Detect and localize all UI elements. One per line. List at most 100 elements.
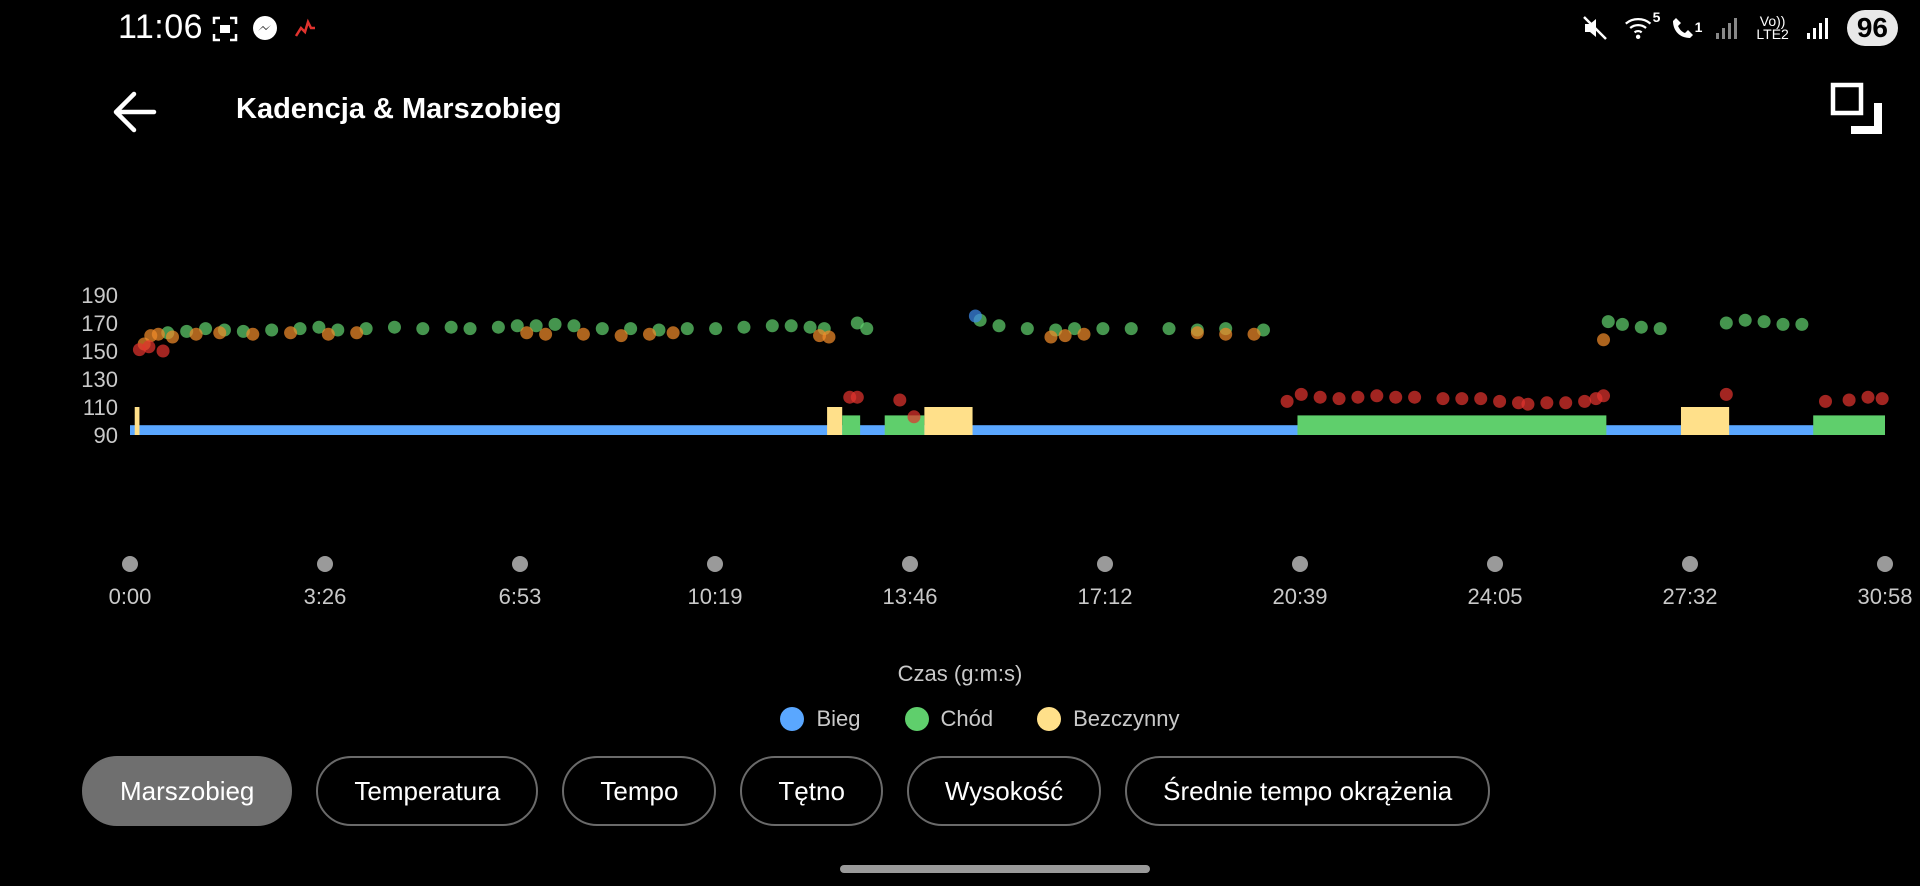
cadence-point — [1719, 387, 1733, 401]
cadence-point — [548, 317, 562, 331]
x-tick-label: 27:32 — [1662, 584, 1717, 609]
cadence-point — [643, 327, 657, 341]
cadence-point — [1493, 394, 1507, 408]
x-axis: 0:00 3:26 6:53 10:19 13:46 17:12 20:39 24:05 27:… — [109, 556, 1913, 609]
tab-wysokosc[interactable]: Wysokość — [906, 756, 1102, 826]
cadence-point — [737, 320, 751, 334]
legend-dot-bezczynny — [1037, 707, 1062, 731]
cadence-point — [968, 309, 982, 323]
tab-marszobieg[interactable]: Marszobieg — [82, 756, 293, 826]
cadence-point — [595, 322, 609, 336]
x-tick-label: 17:12 — [1077, 584, 1132, 609]
cadence-point — [1634, 320, 1648, 334]
back-button[interactable] — [108, 84, 168, 140]
x-tick-dot — [1487, 556, 1503, 572]
legend-label-chod: Chód — [940, 706, 994, 731]
cadence-point — [860, 322, 874, 336]
mute-icon — [1580, 13, 1610, 43]
chart-legend: Bieg Chód Bezczynny — [0, 706, 1920, 732]
cadence-point — [142, 340, 156, 354]
expand-button[interactable] — [1828, 80, 1892, 144]
cadence-point — [1219, 327, 1233, 341]
x-tick-label: 6:53 — [499, 584, 542, 609]
cadence-point — [1436, 392, 1450, 406]
cadence-point — [1597, 389, 1611, 403]
cadence-point — [850, 316, 864, 330]
cadence-point — [1540, 396, 1554, 410]
x-tick-dot — [1877, 556, 1893, 572]
cadence-point — [463, 322, 477, 336]
cadence-point — [416, 322, 430, 336]
status-bar: 11:06 5 1 Vo)) LTE2 — [0, 0, 1920, 56]
cadence-point — [1776, 317, 1790, 331]
tab-temperatura[interactable]: Temperatura — [316, 756, 539, 826]
cadence-point — [520, 326, 534, 340]
cadence-point — [1313, 390, 1327, 404]
cadence-chart: 190 170 150 130 110 90 0:00 3:26 6:53 10:19 13:46… — [81, 283, 1913, 609]
legend-dot-bieg — [780, 707, 805, 731]
cadence-point — [784, 319, 798, 333]
cadence-point — [1455, 392, 1469, 406]
x-tick-dot — [1682, 556, 1698, 572]
cadence-point — [893, 393, 907, 407]
legend-label-bieg: Bieg — [816, 706, 861, 731]
activity-icon — [290, 14, 320, 44]
x-tick-dot — [707, 556, 723, 572]
signal-icon — [1712, 13, 1742, 43]
cadence-point — [1861, 390, 1875, 404]
cadence-point — [614, 329, 628, 343]
cadence-point — [803, 320, 817, 334]
cadence-point — [156, 344, 170, 358]
screenshot-icon — [210, 14, 240, 44]
cadence-point — [1474, 392, 1488, 406]
cadence-point — [576, 327, 590, 341]
x-axis-title: Czas (g:m:s) — [897, 661, 1023, 686]
wifi-badge: 5 — [1652, 9, 1661, 25]
activity-bar-segment — [842, 415, 861, 435]
legend-item-bieg: Bieg — [780, 706, 861, 732]
cadence-point — [246, 327, 260, 341]
activity-bar-segment — [1813, 415, 1885, 435]
metric-tabs: Marszobieg Temperatura Tempo Tętno Wysok… — [82, 756, 1491, 826]
cadence-point — [151, 327, 165, 341]
cadence-point — [350, 326, 364, 340]
home-indicator[interactable] — [840, 865, 1150, 873]
cadence-point — [1294, 387, 1308, 401]
legend-item-chod: Chód — [904, 706, 994, 732]
cadence-point — [1601, 315, 1615, 329]
wifi-call-icon: 1 — [1668, 13, 1702, 43]
cadence-point — [1842, 393, 1856, 407]
cadence-point — [1408, 390, 1422, 404]
x-tick-dot — [512, 556, 528, 572]
cadence-point — [199, 322, 213, 336]
activity-bar-segment — [134, 407, 140, 435]
x-tick-dot — [1292, 556, 1308, 572]
cadence-point — [822, 330, 836, 344]
cadence-point — [1521, 397, 1535, 411]
legend-label-bezczynny: Bezczynny — [1073, 706, 1180, 731]
x-tick-dot — [122, 556, 138, 572]
battery-indicator: 96 — [1846, 10, 1898, 46]
cadence-point — [907, 410, 921, 424]
tab-tetno[interactable]: Tętno — [740, 756, 883, 826]
tab-srednie-tempo-okrazenia[interactable]: Średnie tempo okrążenia — [1125, 756, 1491, 826]
cadence-point — [213, 326, 227, 340]
cadence-point — [1096, 322, 1110, 336]
cadence-point — [1578, 394, 1592, 408]
cadence-point — [666, 326, 680, 340]
activity-bars — [130, 407, 1885, 435]
tab-tempo[interactable]: Tempo — [562, 756, 717, 826]
signal-icon-2 — [1803, 13, 1833, 43]
y-tick-label: 170 — [81, 311, 118, 336]
cadence-point — [1615, 317, 1629, 331]
y-tick-label: 90 — [94, 423, 118, 448]
cadence-point — [1719, 316, 1733, 330]
cadence-point — [166, 330, 180, 344]
cadence-points — [132, 309, 1889, 424]
activity-bar-run — [130, 425, 1885, 435]
cadence-point — [1068, 322, 1082, 336]
cadence-point — [1332, 392, 1346, 406]
cadence-point — [1247, 327, 1261, 341]
cadence-point — [709, 322, 723, 336]
cadence-point — [510, 319, 524, 333]
